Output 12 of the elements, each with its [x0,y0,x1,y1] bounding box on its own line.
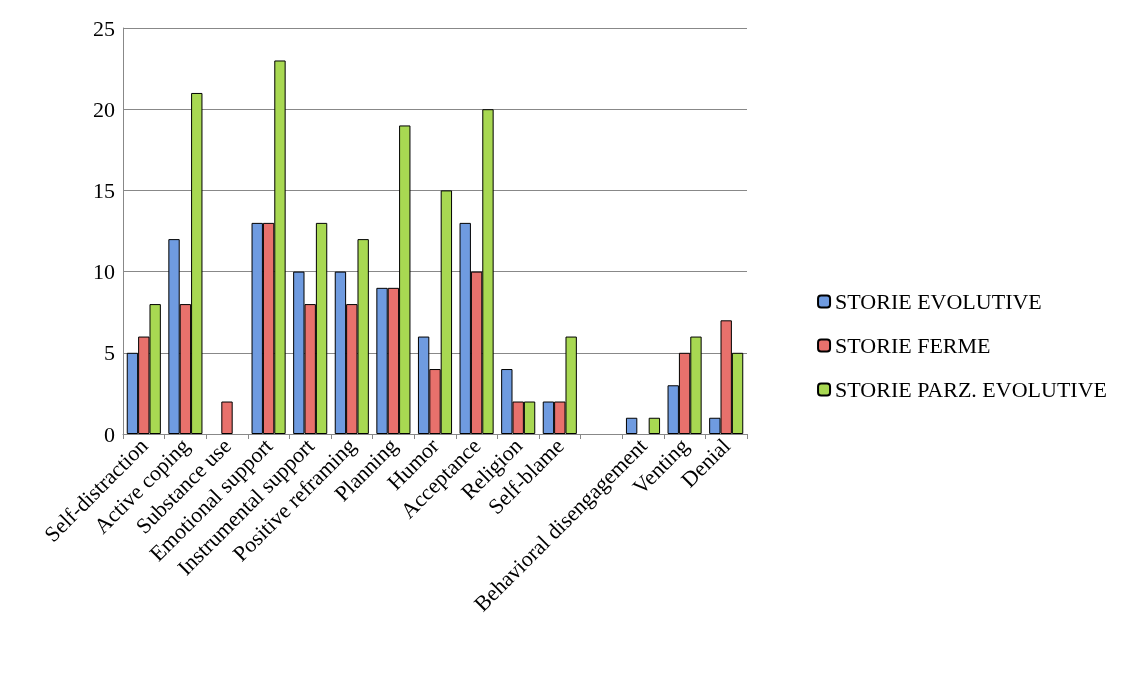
y-tick-label: 0 [104,421,115,447]
bar [221,401,233,434]
y-tick-label: 20 [93,96,115,122]
y-tick-label: 10 [93,259,115,285]
legend-label: STORIE EVOLUTIVE [835,289,1042,314]
bar [625,417,638,434]
legend-label: STORIE FERME [835,333,991,358]
bar [648,417,661,434]
y-tick-label: 25 [93,15,115,41]
y-tick-label: 15 [93,177,115,203]
legend-label: STORIE PARZ. EVOLUTIVE [835,377,1107,402]
y-tick-label: 5 [104,340,115,366]
